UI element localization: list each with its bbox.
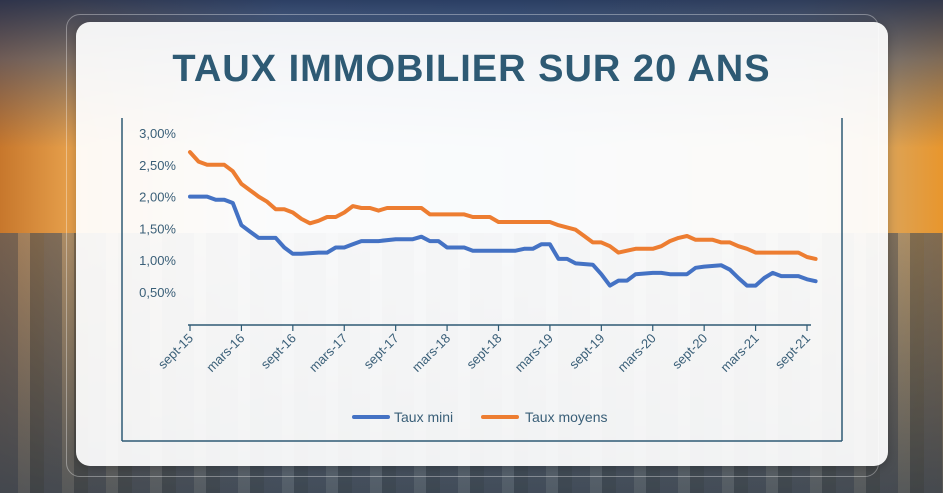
y-tick-label: 1,00% xyxy=(139,253,176,268)
legend-label: Taux moyens xyxy=(525,409,607,425)
series-lines xyxy=(188,150,818,288)
x-tick-label: mars-20 xyxy=(615,331,659,375)
x-tick-label: mars-18 xyxy=(409,331,453,375)
legend-label: Taux mini xyxy=(394,409,453,425)
x-tick-label: sept-20 xyxy=(669,331,710,372)
x-axis-ticks: sept-15 mars-16 sept-16 mars-17 sept-17 mars-… xyxy=(155,325,813,375)
y-tick-label: 2,00% xyxy=(139,190,176,205)
y-tick-label: 3,00% xyxy=(139,126,176,141)
x-tick-label: mars-19 xyxy=(512,331,556,375)
x-tick-label: sept-21 xyxy=(772,331,813,372)
series-line-taux-moyens xyxy=(188,150,818,261)
y-tick-label: 2,50% xyxy=(139,158,176,173)
x-tick-label: sept-15 xyxy=(155,331,196,372)
x-tick-label: sept-16 xyxy=(258,331,299,372)
chart-title: TAUX IMMOBILIER SUR 20 ANS xyxy=(172,48,771,90)
series-line-taux-mini xyxy=(188,194,818,288)
y-tick-label: 1,50% xyxy=(139,221,176,236)
y-tick-label: 0,50% xyxy=(139,285,176,300)
x-tick-label: sept-17 xyxy=(361,331,402,372)
chart-legend: Taux mini Taux moyens xyxy=(352,409,607,425)
x-tick-label: mars-17 xyxy=(306,331,350,375)
chart-card xyxy=(76,22,888,466)
chart-axes xyxy=(121,118,843,442)
x-tick-label: mars-21 xyxy=(717,331,761,375)
x-tick-label: sept-18 xyxy=(463,331,504,372)
x-tick-label: mars-16 xyxy=(203,331,247,375)
y-axis-ticks: 3,00% 2,50% 2,00% 1,50% 1,00% 0,50% xyxy=(139,126,176,300)
x-tick-label: sept-19 xyxy=(566,331,607,372)
